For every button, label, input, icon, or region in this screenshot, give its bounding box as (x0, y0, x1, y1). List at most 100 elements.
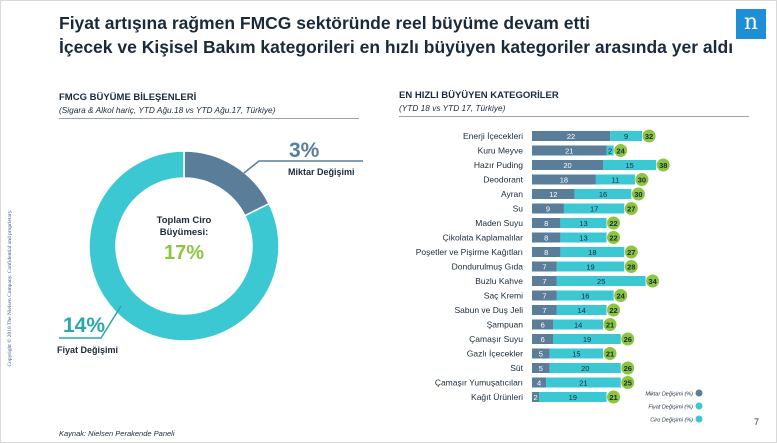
category-label: Poşetler ve Pişirme Kağıtları (416, 247, 523, 257)
bar-volume (532, 203, 564, 214)
total-circle (607, 231, 621, 244)
bar-price (539, 392, 607, 402)
bar-price (556, 276, 646, 286)
bar-volume-label: 6 (541, 335, 545, 344)
bar-volume (532, 247, 561, 257)
total-circle (614, 144, 628, 157)
bar-price-label: 16 (599, 190, 607, 199)
bar-price-label: 13 (579, 234, 587, 243)
donut-center-value: 17% (164, 242, 204, 264)
total-circle (607, 303, 621, 317)
legend-swatch (695, 415, 703, 423)
bar-price-label: 15 (572, 350, 580, 359)
page-number: 7 (754, 417, 760, 427)
bar-volume-label: 9 (546, 205, 550, 214)
bar-price (556, 290, 614, 301)
total-label: 27 (627, 248, 635, 257)
volume-leader-line (243, 160, 363, 174)
bar-volume-label: 5 (539, 364, 543, 373)
legend-label: Miktar Değişimi (%) (645, 392, 693, 398)
total-circle (621, 376, 635, 389)
bar-volume-label: 4 (537, 379, 541, 388)
bar-volume-label: 7 (542, 306, 546, 315)
bar-price (556, 305, 607, 315)
bar-volume-label: 6 (541, 321, 545, 330)
category-label: Süt (510, 363, 523, 373)
bar-price-label: 19 (569, 393, 577, 402)
left-heading: FMCG BÜYÜME BİLEŞENLERİ (59, 92, 197, 103)
total-circle (624, 202, 638, 215)
bar-price-label: 25 (597, 277, 605, 286)
bar-price-label: 13 (579, 219, 587, 228)
total-circle (642, 129, 656, 143)
bar-volume-label: 18 (560, 176, 568, 185)
bar-price-label: 14 (574, 321, 582, 330)
total-label: 22 (609, 306, 617, 315)
bar-volume-label: 8 (544, 248, 548, 257)
donut-center-label-line2: Büyümesi: (160, 227, 209, 238)
bar-price-label: 16 (581, 292, 589, 301)
bar-price (560, 247, 625, 257)
category-label: Buzlu Kahve (475, 276, 523, 286)
bar-volume (532, 261, 557, 272)
bar-price-label: 15 (625, 161, 633, 170)
category-label: Hazır Puding (474, 160, 523, 170)
category-label: Gazlı İçecekler (467, 349, 523, 359)
bar-price (603, 160, 657, 170)
source-note: Kaynak: Nielsen Perakende Paneli (59, 429, 175, 438)
total-label: 24 (616, 146, 625, 155)
bar-volume (532, 377, 547, 388)
total-label: 26 (624, 335, 632, 344)
bar-volume-label: 2 (533, 393, 537, 402)
total-label: 27 (627, 204, 635, 213)
legend-swatch (695, 402, 703, 410)
total-circle (624, 245, 638, 259)
bar-price-label: 17 (590, 205, 598, 214)
bar-price (553, 334, 621, 344)
bar-volume-label: 8 (544, 234, 548, 243)
total-circle (614, 289, 628, 302)
right-subheading: (YTD 18 vs YTD 17, Türkiye) (399, 103, 506, 113)
bar-volume-label: 20 (563, 161, 571, 170)
bar-price (606, 145, 614, 156)
total-label: 21 (609, 393, 617, 402)
bar-price-label: 14 (578, 306, 586, 315)
bar-volume-label: 7 (542, 263, 546, 272)
total-circle (631, 187, 645, 201)
total-circle (621, 332, 635, 346)
bar-volume (532, 319, 554, 330)
bar-volume (532, 131, 611, 141)
total-circle (621, 361, 635, 375)
bar-volume (532, 145, 607, 156)
bar-volume (532, 276, 557, 286)
bar-volume-label: 8 (544, 219, 548, 228)
bar-volume-label: 22 (567, 132, 575, 141)
total-label: 30 (638, 175, 646, 184)
bar-price-label: 11 (612, 176, 620, 185)
bar-volume (532, 305, 557, 315)
bar-price (574, 189, 632, 199)
bar-price (560, 218, 607, 228)
title-line-1: Fiyat artışına rağmen FMCG sektöründe re… (59, 13, 590, 33)
category-label: Çamaşır Yumuşatıcıları (435, 378, 523, 388)
bar-volume (532, 189, 575, 199)
total-circle (656, 158, 670, 172)
category-label: Deodorant (483, 175, 523, 185)
category-label: Şampuan (487, 320, 524, 330)
category-label: Ayran (501, 189, 523, 199)
bar-price (556, 261, 625, 272)
nielsen-logo: n (736, 9, 766, 39)
bar-price-label: 2 (608, 147, 612, 156)
bar-price (546, 377, 621, 388)
category-label: Çikolata Kaplamalılar (443, 233, 523, 243)
total-label: 26 (624, 364, 632, 373)
price-name-label: Fiyat Değişimi (57, 345, 118, 355)
total-label: 30 (634, 190, 642, 199)
bar-volume-label: 21 (565, 147, 573, 156)
category-label: Su (513, 204, 524, 214)
total-circle (624, 260, 638, 273)
bar-volume (532, 218, 561, 228)
price-leader-line (59, 305, 122, 339)
